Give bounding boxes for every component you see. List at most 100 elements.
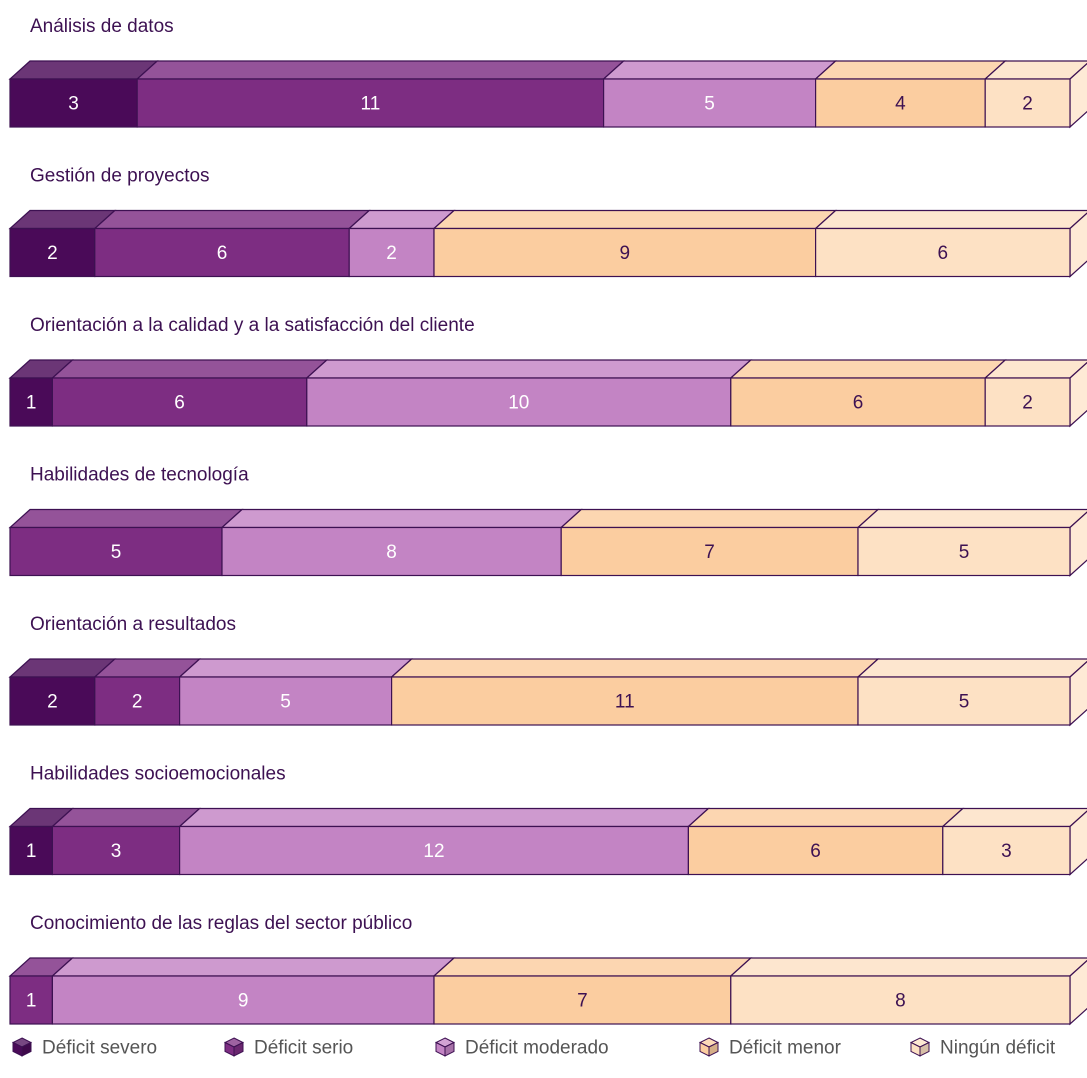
bar-row: Habilidades de tecnología 5 8 7 5 — [8, 465, 1087, 577]
row-title: Orientación a la calidad y a la satisfac… — [30, 315, 475, 336]
bar-segment-top — [93, 209, 371, 230]
data-label: 5 — [280, 692, 291, 713]
bar-segment — [179, 676, 393, 726]
bar-segment — [560, 526, 859, 577]
bar-segment-top — [856, 658, 1087, 678]
bar-segment — [306, 377, 732, 427]
bar-segment-top — [729, 957, 1087, 977]
bar-segment — [179, 825, 689, 876]
bar-segment — [730, 975, 1071, 1025]
legend-label: Ningún déficit — [940, 1038, 1056, 1059]
bar-segment-top — [50, 359, 329, 379]
data-label: 2 — [47, 243, 58, 264]
data-label: 1 — [26, 991, 37, 1012]
data-label: 2 — [132, 692, 143, 713]
data-label: 11 — [615, 692, 635, 713]
data-label: 7 — [704, 542, 715, 563]
bar-row: Habilidades socioemocionales 1 3 12 6 3 — [8, 764, 1087, 876]
data-label: 5 — [111, 542, 122, 563]
bar-segment-top — [432, 957, 753, 977]
bar-segment-top — [729, 359, 1007, 379]
bar-segment — [9, 227, 96, 278]
bar-segment — [984, 78, 1071, 128]
bar-segment-top — [814, 60, 1007, 80]
data-label: 7 — [577, 991, 588, 1012]
bar-segment-top — [390, 658, 880, 678]
bar-segment-top — [178, 807, 710, 828]
legend-item: Déficit moderado — [434, 1037, 609, 1059]
bar-segment-top — [432, 209, 838, 230]
bar-segment — [391, 676, 859, 726]
legend: Déficit severo Déficit serio Déficit moder… — [11, 1037, 1056, 1059]
bar-segment — [814, 78, 986, 128]
data-label: 3 — [68, 94, 79, 115]
legend-item: Ningún déficit — [909, 1037, 1056, 1059]
data-label: 3 — [111, 841, 122, 862]
bar-segment-top — [8, 508, 244, 529]
data-label: 2 — [1022, 94, 1033, 115]
bar-segment-top — [220, 508, 583, 529]
bar-row: Análisis de datos 3 11 5 4 2 — [8, 16, 1087, 129]
cube-icon — [909, 1037, 931, 1057]
legend-label: Déficit severo — [42, 1038, 157, 1059]
row-title: Habilidades de tecnología — [30, 465, 249, 486]
bar-segment — [602, 78, 817, 128]
data-label: 2 — [1022, 393, 1033, 414]
cube-icon — [223, 1037, 245, 1057]
data-label: 4 — [895, 94, 906, 115]
data-label: 5 — [959, 542, 970, 563]
bar-segment-top — [686, 807, 965, 828]
bar-segment — [51, 377, 308, 427]
data-label: 1 — [26, 393, 37, 414]
data-label: 6 — [938, 243, 949, 264]
bar-row: Conocimiento de las reglas del sector pú… — [8, 913, 1087, 1026]
data-label: 12 — [423, 841, 444, 862]
bar-segment — [857, 676, 1071, 726]
bar-segment-top — [135, 60, 626, 80]
bar-row: Gestión de proyectos 2 6 2 9 6 — [8, 166, 1087, 278]
data-label: 5 — [704, 94, 715, 115]
bar-segment-top — [178, 658, 414, 678]
bar-segment — [857, 526, 1071, 577]
legend-label: Déficit menor — [729, 1038, 842, 1059]
bar-segment — [9, 975, 54, 1025]
cube-icon — [434, 1037, 456, 1057]
row-title: Conocimiento de las reglas del sector pú… — [30, 913, 412, 934]
bar-segment — [9, 676, 96, 726]
row-title: Habilidades socioemocionales — [30, 764, 286, 785]
legend-label: Déficit moderado — [465, 1038, 609, 1059]
cube-icon — [698, 1037, 720, 1057]
bar-segment-top — [50, 957, 456, 977]
legend-item: Déficit severo — [11, 1037, 157, 1059]
bar-segment — [94, 227, 350, 278]
bar-segment-top — [50, 807, 202, 828]
bar-segment-top — [941, 807, 1087, 828]
bar-segment — [51, 975, 435, 1025]
bar-segment-top — [559, 508, 880, 529]
bar-segment — [814, 227, 1071, 278]
legend-item: Déficit serio — [223, 1037, 353, 1059]
bar-segment — [51, 825, 181, 876]
data-label: 6 — [217, 243, 228, 264]
data-label: 2 — [47, 692, 58, 713]
bar-segment — [9, 78, 138, 128]
bar-row: Orientación a la calidad y a la satisfac… — [8, 315, 1087, 428]
legend-item: Déficit menor — [698, 1037, 842, 1059]
data-label: 2 — [386, 243, 397, 264]
data-label: 9 — [620, 243, 631, 264]
bar-segment — [9, 377, 54, 427]
data-label: 6 — [810, 841, 821, 862]
bar-segment — [94, 676, 181, 726]
bar-segment-top — [602, 60, 838, 80]
data-label: 3 — [1001, 841, 1012, 862]
data-label: 6 — [853, 393, 864, 414]
row-title: Gestión de proyectos — [30, 166, 210, 187]
bar-segment — [9, 526, 223, 577]
data-label: 5 — [959, 692, 970, 713]
bar-segment — [687, 825, 944, 876]
data-label: 9 — [238, 991, 249, 1012]
data-label: 8 — [386, 542, 397, 563]
bar-segment — [348, 227, 435, 278]
row-title: Orientación a resultados — [30, 614, 236, 635]
